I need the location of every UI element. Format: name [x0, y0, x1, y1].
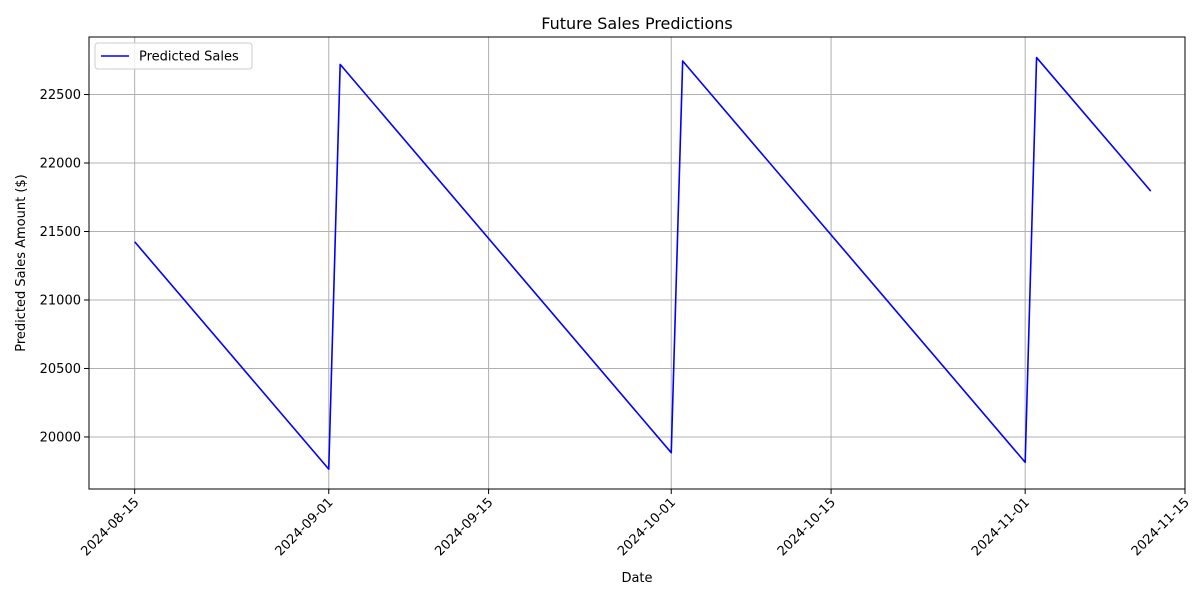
x-axis-label: Date — [621, 571, 652, 586]
legend-box — [94, 42, 253, 70]
y-tick-label: 21000 — [40, 293, 81, 308]
grid — [89, 37, 1186, 489]
plot-frame — [88, 36, 1186, 490]
legend-label: Predicted Sales — [139, 50, 239, 65]
y-tick-label: 22000 — [40, 157, 81, 172]
y-axis-label: Predicted Sales Amount ($) — [14, 174, 29, 352]
series-line — [134, 56, 1152, 470]
y-tick-label: 22500 — [40, 88, 81, 103]
legend: Predicted Sales — [94, 42, 253, 70]
chart-title: Future Sales Predictions — [541, 14, 733, 33]
y-tick-label: 20000 — [40, 430, 81, 445]
y-tick-label: 21500 — [40, 225, 81, 240]
y-tick-label: 20500 — [40, 362, 81, 377]
series-layer — [134, 56, 1152, 470]
